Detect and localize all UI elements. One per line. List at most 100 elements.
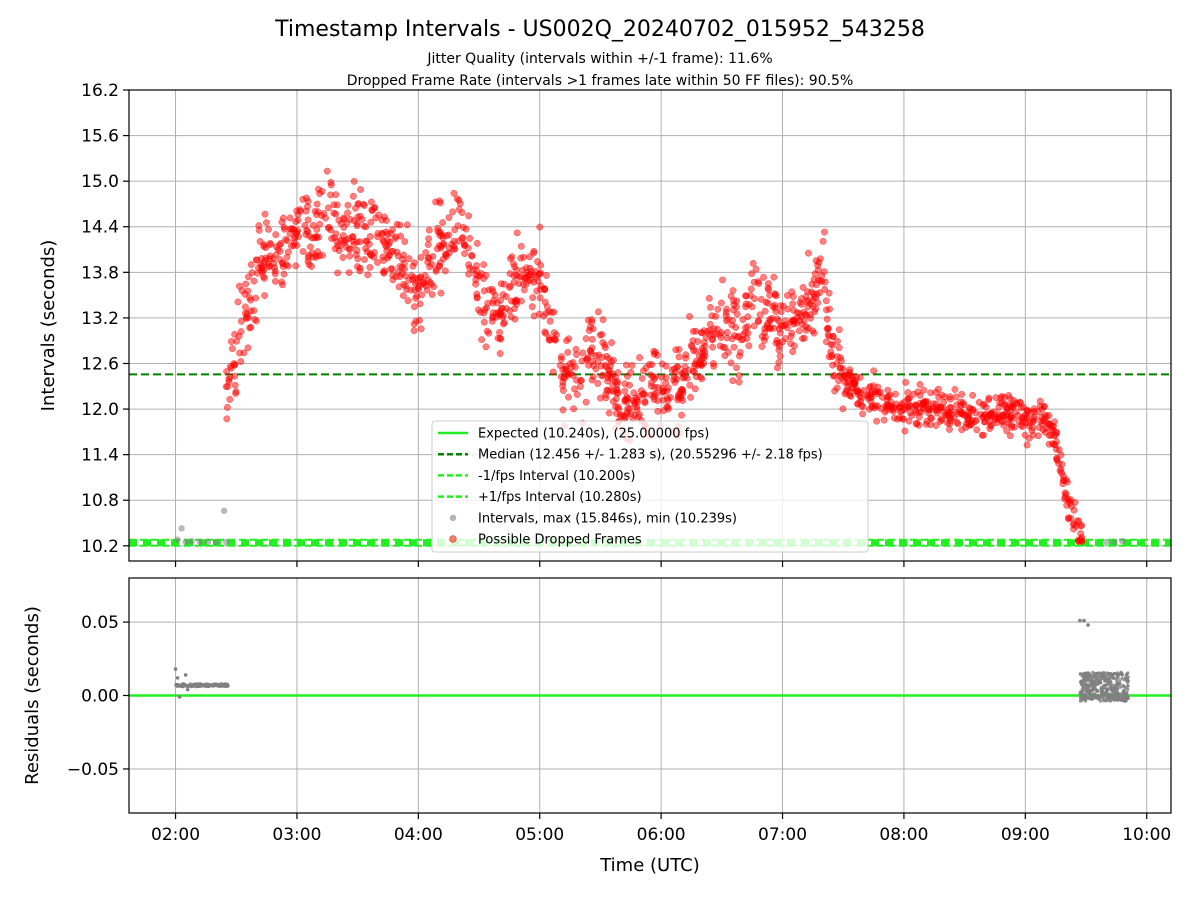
dropped-frame-point — [304, 216, 312, 224]
dropped-frame-point — [339, 237, 347, 245]
dropped-frame-point — [534, 258, 542, 266]
residual-outlier — [1082, 618, 1086, 623]
dropped-frame-point — [549, 368, 557, 376]
dropped-frame-point — [293, 241, 301, 249]
dropped-frame-point — [242, 280, 250, 288]
dropped-frame-point — [887, 398, 895, 406]
legend-marker — [449, 535, 457, 543]
dropped-frame-point — [530, 278, 538, 286]
residual-point — [1088, 692, 1092, 696]
dropped-frame-point — [224, 383, 232, 390]
dropped-frame-point — [749, 259, 757, 267]
residual-outlier — [175, 676, 180, 680]
dropped-frame-point — [578, 357, 586, 365]
dropped-frame-point — [621, 396, 629, 404]
dropped-frame-point — [346, 252, 354, 260]
dropped-frame-point — [919, 399, 927, 407]
dropped-frame-point — [473, 239, 481, 247]
dropped-frame-point — [654, 407, 662, 415]
dropped-frame-point — [541, 286, 549, 293]
dropped-frame-point — [261, 292, 269, 300]
dropped-frame-point — [411, 259, 419, 267]
dropped-frame-point — [804, 288, 811, 296]
dropped-frame-point — [672, 346, 680, 354]
dropped-frame-point — [772, 339, 780, 347]
dropped-frame-point — [744, 313, 752, 321]
dropped-frame-point — [973, 426, 981, 434]
dropped-frame-point — [772, 292, 780, 300]
dropped-frame-point — [1017, 404, 1025, 412]
interval-point — [178, 525, 185, 532]
dropped-frame-point — [265, 225, 272, 233]
dropped-frame-point — [234, 298, 242, 306]
dropped-frame-point — [717, 299, 725, 307]
interval-point — [1119, 538, 1126, 545]
dropped-frame-point — [914, 388, 922, 396]
dropped-frame-point — [417, 254, 425, 261]
dropped-frame-point — [723, 334, 731, 342]
residual-point — [210, 683, 214, 687]
dropped-frame-point — [1036, 402, 1044, 410]
dropped-frame-point — [789, 348, 797, 356]
x-tick-label: 04:00 — [394, 825, 443, 845]
dropped-frame-point — [420, 280, 428, 288]
dropped-frame-point — [379, 236, 387, 244]
dropped-frame-point — [730, 332, 738, 340]
dropped-frame-point — [397, 232, 405, 240]
dropped-frame-point — [642, 364, 650, 372]
dropped-frame-point — [978, 431, 986, 439]
dropped-frame-point — [681, 368, 689, 375]
dropped-frame-point — [1056, 467, 1064, 475]
dropped-frame-point — [330, 234, 338, 242]
dropped-frame-point — [439, 219, 447, 227]
dropped-frame-point — [430, 283, 438, 291]
dropped-frame-point — [367, 218, 375, 226]
dropped-frame-point — [995, 403, 1003, 411]
dropped-frame-point — [603, 352, 611, 360]
dropped-frame-point — [255, 226, 263, 234]
residual-outlier — [185, 687, 190, 692]
dropped-frame-point — [521, 274, 529, 282]
dropped-frame-point — [691, 360, 699, 368]
dropped-frame-point — [881, 408, 889, 416]
dropped-frame-point — [865, 405, 873, 413]
dropped-frame-point — [489, 299, 497, 307]
dropped-frame-point — [313, 200, 321, 208]
dropped-frame-point — [837, 364, 845, 372]
residual-point — [1093, 674, 1097, 678]
dropped-frame-point — [708, 336, 716, 344]
dropped-frames-series — [222, 167, 1086, 545]
residual-point — [1094, 677, 1099, 681]
dropped-frame-point — [407, 286, 415, 294]
dropped-frame-point — [569, 372, 577, 379]
dropped-frame-point — [316, 190, 324, 197]
dropped-frame-point — [891, 390, 899, 398]
dropped-frame-point — [913, 419, 921, 427]
dropped-frame-point — [789, 300, 797, 308]
residual-point — [1094, 682, 1098, 686]
dropped-frame-point — [401, 238, 409, 246]
residual-point — [1084, 680, 1088, 684]
residual-point — [1102, 683, 1106, 687]
dropped-frame-point — [822, 338, 830, 346]
dropped-frame-point — [423, 286, 431, 294]
dropped-frame-point — [237, 328, 245, 336]
dropped-frame-point — [653, 351, 661, 359]
dropped-frame-point — [237, 357, 245, 365]
dropped-frame-point — [916, 381, 924, 388]
dropped-frame-point — [596, 331, 604, 339]
residual-point — [1083, 674, 1087, 678]
dropped-frame-point — [473, 293, 481, 301]
residual-point — [1116, 676, 1120, 680]
dropped-frame-point — [349, 192, 357, 200]
dropped-frame-point — [663, 403, 671, 411]
residual-point — [221, 682, 225, 686]
x-tick-label: 06:00 — [637, 825, 686, 845]
interval-point — [1103, 538, 1110, 546]
residual-point — [1087, 678, 1091, 682]
dropped-frame-point — [458, 209, 466, 217]
dropped-frame-point — [410, 327, 418, 335]
dropped-frame-point — [565, 335, 573, 343]
dropped-frame-point — [461, 250, 469, 257]
interval-point — [222, 538, 230, 546]
